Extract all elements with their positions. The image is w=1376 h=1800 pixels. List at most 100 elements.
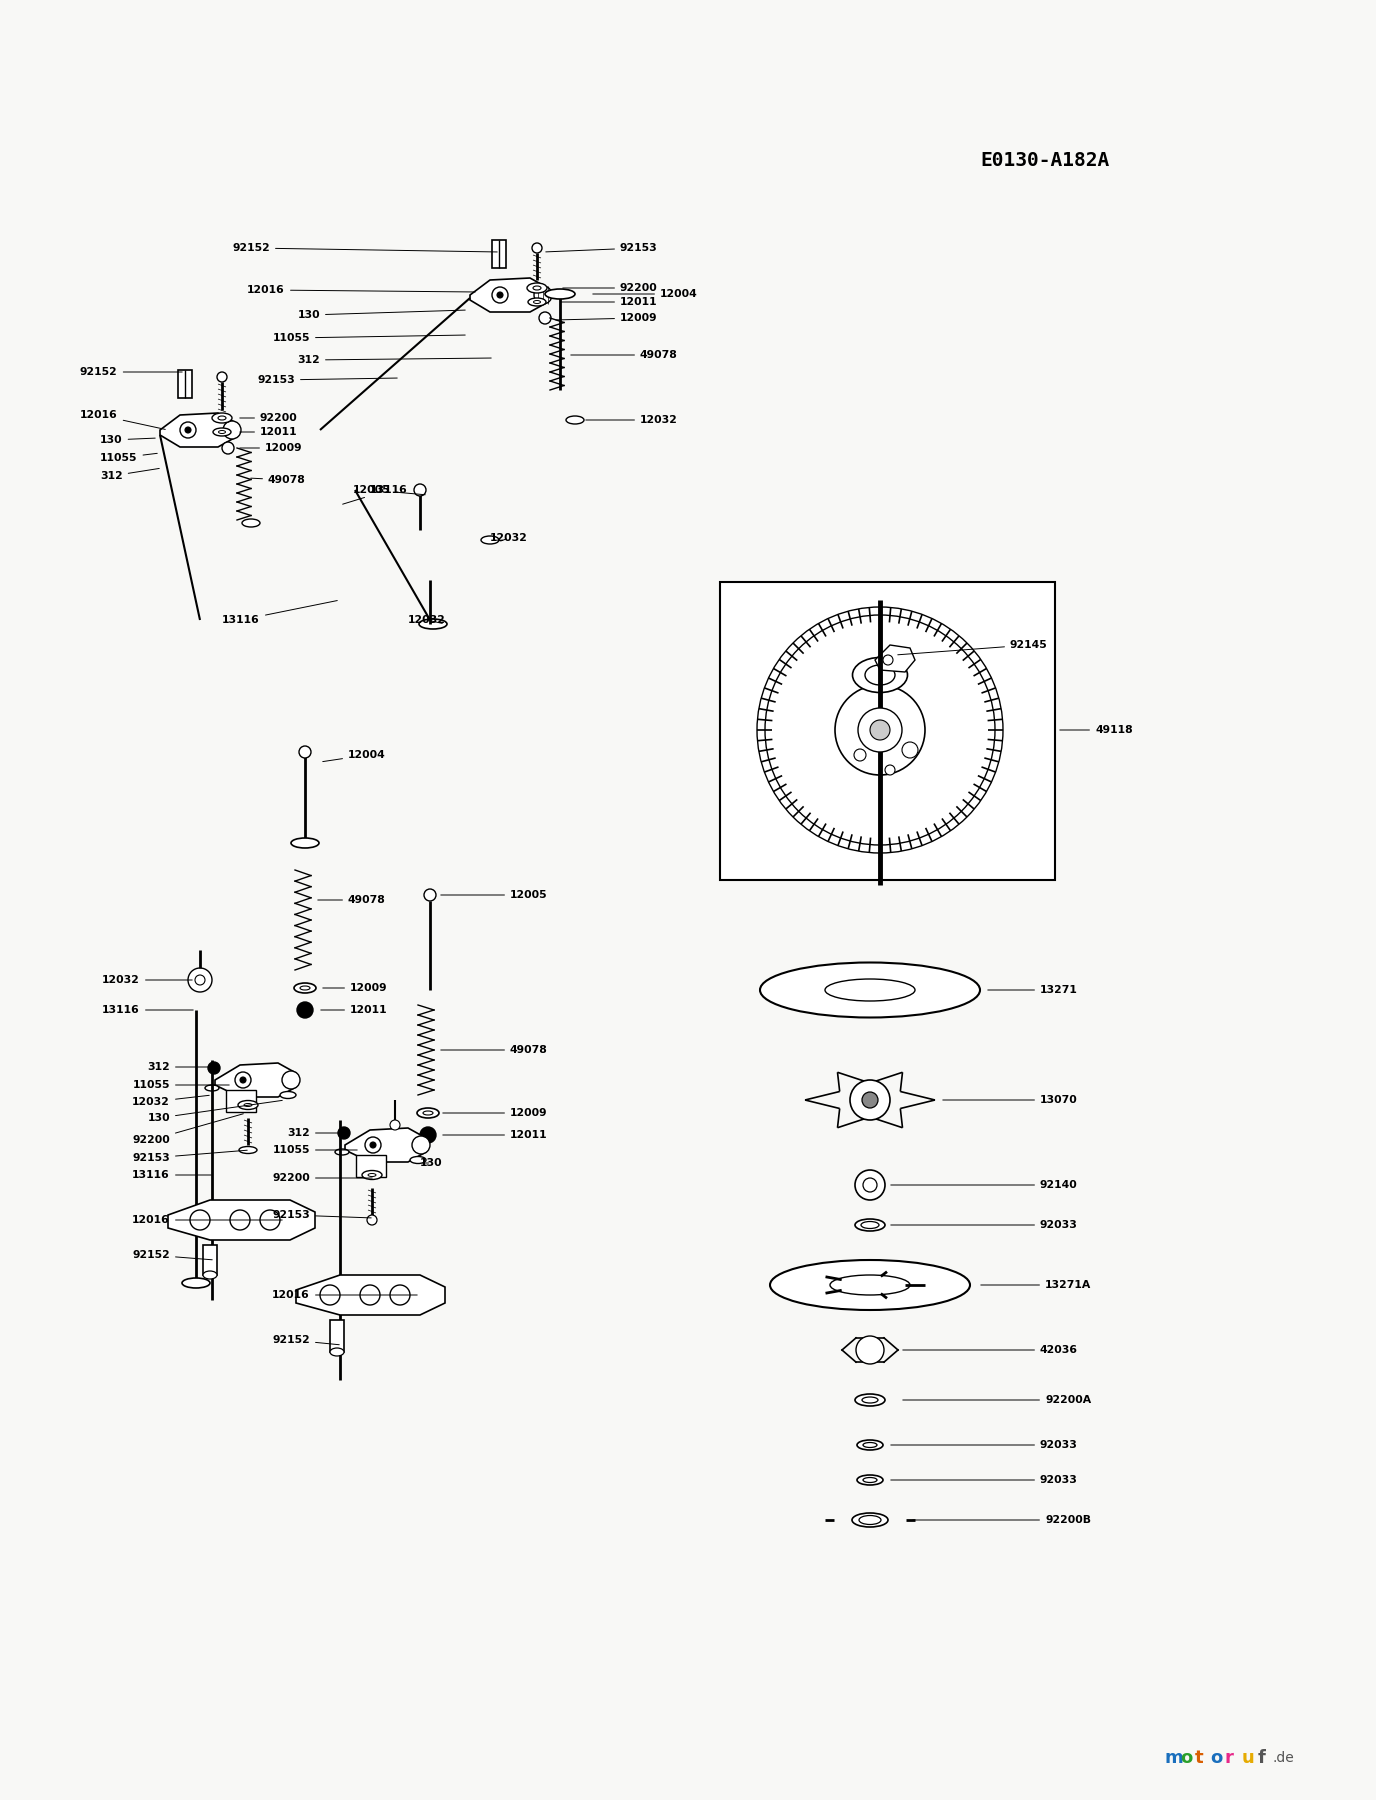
Ellipse shape [857, 1440, 883, 1451]
Circle shape [424, 889, 436, 902]
Text: 12004: 12004 [323, 751, 385, 761]
Circle shape [282, 1071, 300, 1089]
Text: 12032: 12032 [409, 616, 446, 625]
Ellipse shape [863, 1442, 877, 1447]
Text: 13271: 13271 [988, 985, 1077, 995]
Ellipse shape [212, 412, 233, 423]
Ellipse shape [826, 979, 915, 1001]
Text: 12016: 12016 [272, 1291, 417, 1300]
Text: 11055: 11055 [100, 454, 157, 463]
Polygon shape [471, 277, 548, 311]
Text: 92033: 92033 [890, 1474, 1077, 1485]
Bar [226, 1091, 256, 1112]
Ellipse shape [771, 1260, 970, 1310]
Circle shape [260, 1210, 279, 1229]
Ellipse shape [239, 1147, 257, 1154]
Text: 92200A: 92200A [903, 1395, 1091, 1406]
Text: 12011: 12011 [443, 1130, 548, 1139]
Polygon shape [160, 412, 237, 446]
Circle shape [235, 1073, 250, 1087]
Ellipse shape [482, 536, 499, 544]
Text: 12032: 12032 [490, 533, 528, 544]
Ellipse shape [861, 1222, 879, 1228]
Circle shape [493, 286, 508, 302]
Text: 92153: 92153 [257, 374, 398, 385]
Text: 92152: 92152 [132, 1249, 212, 1260]
Text: 312: 312 [288, 1129, 341, 1138]
Polygon shape [296, 1274, 444, 1316]
Ellipse shape [330, 1348, 344, 1355]
Ellipse shape [852, 1514, 888, 1526]
Text: 13070: 13070 [943, 1094, 1077, 1105]
Ellipse shape [830, 1274, 910, 1294]
Circle shape [411, 1136, 429, 1154]
Ellipse shape [362, 1170, 383, 1179]
Bar [493, 239, 506, 268]
Ellipse shape [244, 1103, 252, 1107]
Text: 13116: 13116 [343, 484, 407, 504]
Ellipse shape [859, 1516, 881, 1525]
Ellipse shape [219, 430, 226, 434]
Text: 13116: 13116 [132, 1170, 212, 1181]
Text: u: u [1243, 1750, 1255, 1768]
Circle shape [217, 373, 227, 382]
Text: 92200: 92200 [563, 283, 658, 293]
Text: 92153: 92153 [546, 243, 658, 254]
Text: 13271A: 13271A [981, 1280, 1091, 1291]
Polygon shape [215, 1064, 296, 1096]
Text: o: o [1181, 1750, 1192, 1768]
Text: 130: 130 [297, 310, 465, 320]
Ellipse shape [863, 1478, 877, 1483]
Ellipse shape [300, 986, 310, 990]
Text: 13116: 13116 [102, 1004, 193, 1015]
Circle shape [367, 1215, 377, 1226]
Text: 312: 312 [147, 1062, 212, 1073]
Polygon shape [168, 1201, 315, 1240]
Circle shape [222, 443, 234, 454]
Ellipse shape [420, 619, 447, 628]
Text: 13116: 13116 [223, 601, 337, 625]
Text: 130: 130 [420, 1157, 443, 1168]
Circle shape [533, 243, 542, 254]
Text: 92140: 92140 [890, 1181, 1077, 1190]
Circle shape [497, 292, 504, 299]
Ellipse shape [410, 1157, 427, 1163]
Text: 12016: 12016 [132, 1215, 282, 1226]
Circle shape [389, 1120, 400, 1130]
Text: r: r [1225, 1750, 1234, 1768]
Text: 11055: 11055 [272, 333, 465, 344]
Text: 12009: 12009 [556, 313, 658, 322]
Text: 12032: 12032 [102, 976, 193, 985]
Circle shape [856, 1336, 883, 1364]
Circle shape [299, 745, 311, 758]
Circle shape [859, 707, 903, 752]
Circle shape [195, 976, 205, 985]
Circle shape [180, 421, 195, 437]
Ellipse shape [854, 1219, 885, 1231]
Circle shape [765, 616, 995, 844]
Ellipse shape [334, 1148, 350, 1156]
Circle shape [883, 655, 893, 664]
Text: 12011: 12011 [561, 297, 658, 308]
Ellipse shape [527, 283, 548, 293]
Text: 49118: 49118 [1060, 725, 1132, 734]
Polygon shape [875, 644, 915, 671]
Circle shape [861, 1093, 878, 1109]
Ellipse shape [294, 983, 316, 994]
Bar [356, 1156, 387, 1177]
Text: 49078: 49078 [571, 349, 678, 360]
Circle shape [414, 484, 427, 497]
Ellipse shape [238, 1100, 259, 1109]
Circle shape [863, 1177, 877, 1192]
Text: 92152: 92152 [80, 367, 182, 376]
Ellipse shape [861, 1397, 878, 1402]
Circle shape [184, 427, 191, 434]
Ellipse shape [545, 290, 575, 299]
Text: 12005: 12005 [352, 484, 425, 495]
Ellipse shape [422, 1111, 433, 1114]
Text: 49078: 49078 [318, 895, 385, 905]
Bar [720, 581, 1055, 880]
Circle shape [208, 1062, 220, 1075]
Text: 92033: 92033 [890, 1220, 1077, 1229]
Text: 92153: 92153 [132, 1150, 248, 1163]
